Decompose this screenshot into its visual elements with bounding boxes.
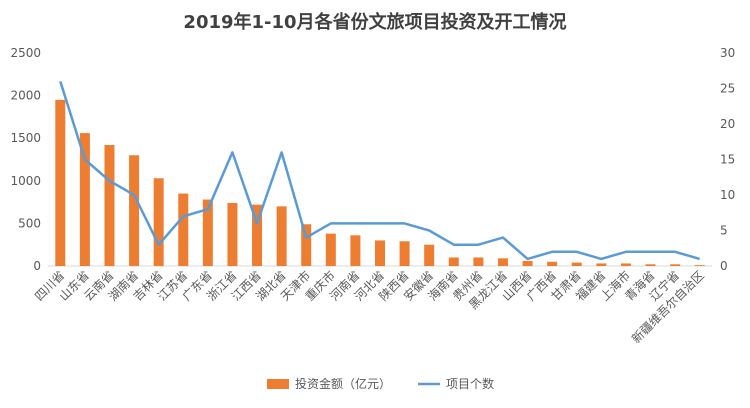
bar bbox=[153, 178, 164, 266]
bar bbox=[620, 263, 631, 266]
bar bbox=[55, 99, 66, 266]
y-left-tick-label: 1500 bbox=[10, 131, 41, 145]
bar bbox=[448, 257, 459, 266]
line-series bbox=[59, 81, 701, 261]
bar bbox=[178, 193, 189, 266]
bar bbox=[276, 206, 287, 266]
bar bbox=[424, 244, 435, 266]
bar bbox=[375, 240, 385, 266]
bar bbox=[596, 263, 607, 266]
bar bbox=[202, 199, 213, 266]
y-left-tick-label: 500 bbox=[18, 216, 41, 230]
bar bbox=[670, 264, 681, 266]
series-line bbox=[59, 81, 701, 261]
bar bbox=[473, 257, 484, 266]
bar bbox=[399, 241, 410, 266]
bar bbox=[522, 260, 533, 266]
bar bbox=[325, 233, 336, 266]
bar bbox=[301, 224, 312, 266]
y-right-tick-label: 20 bbox=[720, 117, 735, 131]
axes: 0 500 1000 1500 2000 2500 0 5 10 15 20 25 30 bbox=[10, 46, 735, 273]
legend-swatch-bar bbox=[267, 379, 289, 389]
chart-title: 2019年1-10月各省份文旅项目投资及开工情况 bbox=[183, 11, 566, 33]
bar bbox=[129, 155, 140, 266]
y-left-tick-label: 2500 bbox=[10, 46, 41, 60]
bar bbox=[227, 202, 238, 266]
y-right-tick-label: 5 bbox=[720, 224, 728, 238]
y-left-tick-label: 1000 bbox=[10, 174, 41, 188]
y-right-tick-label: 15 bbox=[720, 153, 735, 167]
y-right-tick-label: 30 bbox=[720, 46, 735, 60]
bar bbox=[694, 265, 705, 266]
y-right-tick-label: 10 bbox=[720, 188, 735, 202]
legend: 投资金额（亿元） 项目个数 bbox=[267, 376, 494, 391]
bar bbox=[79, 133, 90, 266]
y-right-tick-label: 0 bbox=[720, 259, 728, 273]
legend-label-bar: 投资金额（亿元） bbox=[295, 376, 391, 391]
bar bbox=[645, 264, 656, 266]
legend-label-line: 项目个数 bbox=[446, 376, 494, 391]
y-left-tick-label: 0 bbox=[33, 259, 41, 273]
bar bbox=[497, 258, 508, 266]
y-left-tick-label: 2000 bbox=[10, 89, 41, 103]
x-axis-labels: 四川省山东省云南省湖南省吉林省江苏省广东省浙江省江西省湖北省天津市重庆市河南省河… bbox=[32, 268, 707, 346]
y-right-tick-label: 25 bbox=[720, 82, 735, 96]
bar-series bbox=[55, 99, 705, 266]
bar bbox=[350, 235, 361, 266]
bar bbox=[547, 261, 558, 266]
bar bbox=[571, 262, 582, 266]
bar bbox=[104, 145, 115, 266]
bar bbox=[252, 204, 263, 266]
